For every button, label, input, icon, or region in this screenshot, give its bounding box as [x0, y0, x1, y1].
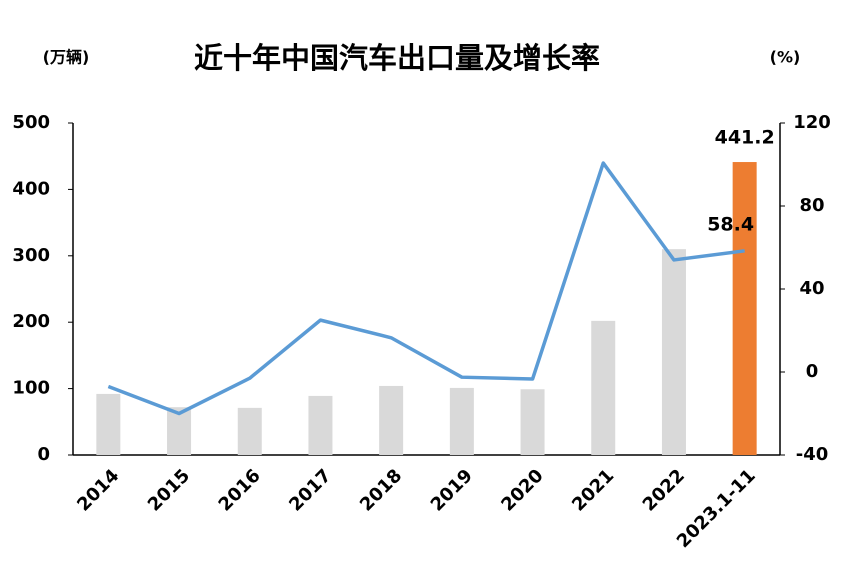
y2-tick-label: -40 [796, 444, 829, 465]
bar [732, 162, 757, 455]
bar [96, 393, 121, 455]
bar [308, 395, 333, 455]
bar [379, 385, 404, 455]
y-tick-label: 500 [12, 112, 50, 133]
x-tick-label: 2014 [73, 465, 123, 515]
data-label: 441.2 [715, 127, 775, 149]
bar [661, 249, 686, 455]
data-label: 58.4 [707, 213, 754, 235]
x-tick-label: 2015 [144, 465, 194, 515]
x-tick-label: 2017 [285, 465, 335, 515]
bar [520, 389, 545, 455]
line [107, 161, 745, 416]
y2-tick-label: 120 [793, 112, 831, 133]
x-tick-label: 2022 [639, 465, 689, 515]
x-tick-label: 2019 [427, 465, 477, 515]
y2-tick-label: 0 [806, 361, 819, 382]
y2-tick-label: 80 [799, 195, 824, 216]
y-tick-label: 400 [12, 178, 50, 199]
x-tick-label: 2020 [497, 465, 547, 515]
y2-tick-label: 40 [799, 278, 824, 299]
bar [449, 387, 474, 455]
bar [591, 320, 616, 455]
chart-title: 近十年中国汽车出口量及增长率 [194, 41, 600, 75]
bar [237, 407, 262, 455]
y-axis-label: (万辆) [43, 48, 90, 67]
y2-axis-label: (%) [770, 48, 801, 67]
y-tick-label: 200 [12, 311, 50, 332]
y-tick-label: 100 [12, 378, 50, 399]
x-tick-label: 2021 [568, 465, 618, 515]
y-tick-label: 0 [37, 444, 50, 465]
x-tick-label: 2018 [356, 465, 406, 515]
y-tick-label: 300 [12, 245, 50, 266]
x-tick-label: 2016 [215, 465, 265, 515]
